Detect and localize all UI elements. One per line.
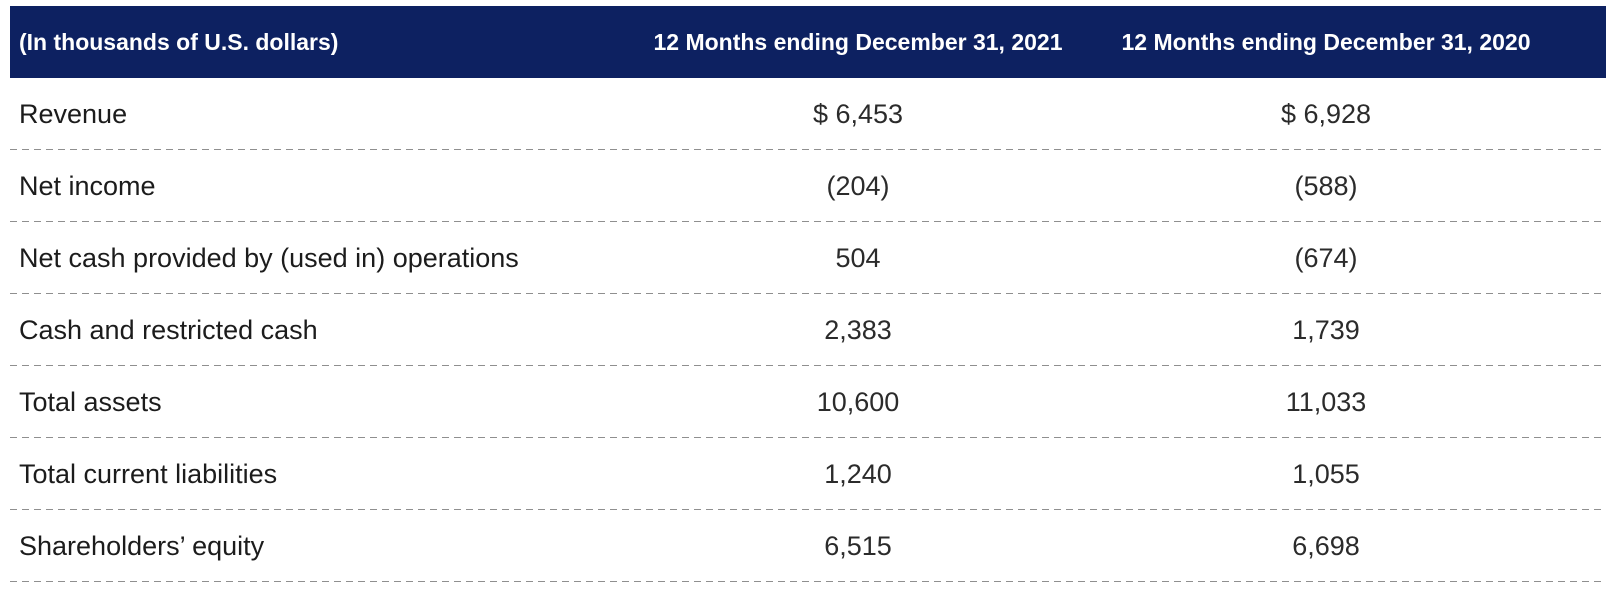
row-label: Net cash provided by (used in) operation…: [19, 242, 519, 273]
value-2020: 1,055: [1292, 458, 1360, 489]
value-2020: $ 6,928: [1280, 98, 1372, 129]
value-2020: (674): [1294, 242, 1358, 273]
value-2020: (588): [1294, 170, 1358, 201]
table-row: Total assets 10,600 11,033: [10, 366, 1606, 438]
column-header-2020: 12 Months ending December 31, 2020: [1121, 28, 1531, 55]
row-label: Net income: [19, 170, 156, 201]
column-header-units: (In thousands of U.S. dollars): [19, 28, 339, 55]
value-2020: 1,739: [1292, 314, 1360, 345]
value-2021: (204): [826, 170, 890, 201]
column-header-2021: 12 Months ending December 31, 2021: [653, 28, 1063, 55]
row-label: Cash and restricted cash: [19, 314, 318, 345]
value-2021: $ 6,453: [812, 98, 904, 129]
value-2021: 10,600: [816, 386, 900, 417]
table-row: Net cash provided by (used in) operation…: [10, 222, 1606, 294]
row-label: Shareholders’ equity: [19, 530, 265, 561]
value-2020: 11,033: [1285, 386, 1367, 417]
row-label: Total assets: [19, 386, 162, 417]
table-row: Shareholders’ equity 6,515 6,698: [10, 510, 1606, 582]
row-label: Total current liabilities: [19, 458, 278, 489]
table-header-row: (In thousands of U.S. dollars) 12 Months…: [10, 6, 1606, 78]
value-2021: 1,240: [824, 458, 892, 489]
table-row: Net income (204) (588): [10, 150, 1606, 222]
table-row: Total current liabilities 1,240 1,055: [10, 438, 1606, 510]
table-row: Cash and restricted cash 2,383 1,739: [10, 294, 1606, 366]
table-body: Revenue $ 6,453 $ 6,928 Net income (204)…: [10, 78, 1606, 582]
row-label: Revenue: [19, 98, 128, 129]
value-2021: 2,383: [824, 314, 892, 345]
value-2021: 6,515: [824, 530, 892, 561]
value-2021: 504: [835, 242, 881, 273]
table-row: Revenue $ 6,453 $ 6,928: [10, 78, 1606, 150]
financial-summary-table: (In thousands of U.S. dollars) 12 Months…: [10, 6, 1606, 582]
value-2020: 6,698: [1292, 530, 1360, 561]
